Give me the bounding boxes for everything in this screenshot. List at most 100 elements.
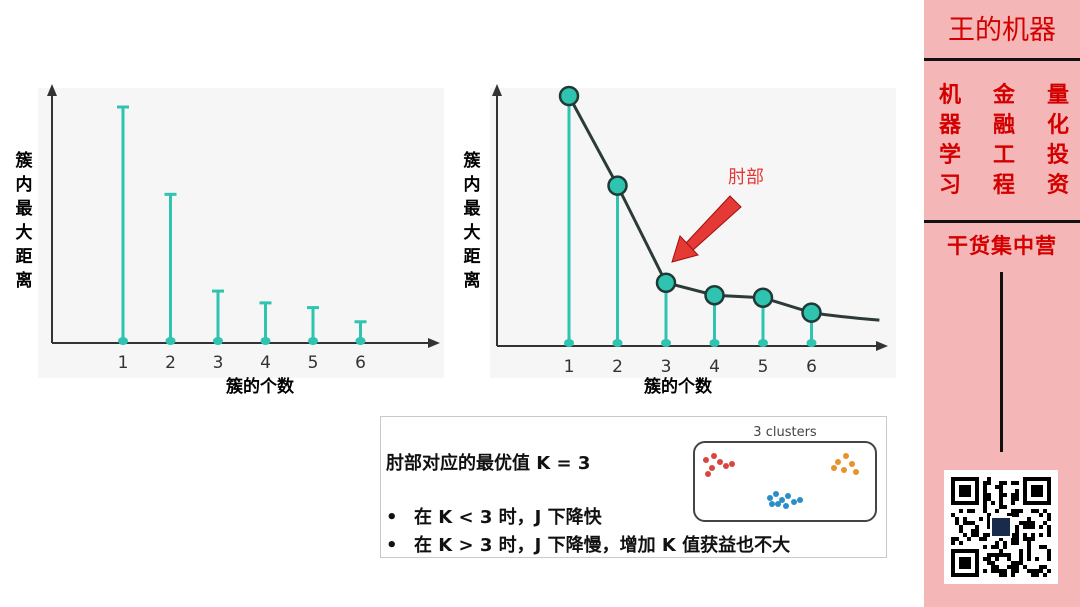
vertical-divider xyxy=(1000,272,1003,452)
tag-char: 资 xyxy=(1046,172,1069,198)
cluster-point xyxy=(779,497,785,503)
left-x-axis-arrow xyxy=(428,338,440,348)
cluster-point xyxy=(841,467,847,473)
left-y-label-char: 大 xyxy=(16,222,33,243)
right-x-label: 簇的个数 xyxy=(643,376,713,397)
cluster-illustration xyxy=(693,441,877,522)
elbow-annotation: 肘部 xyxy=(728,167,764,188)
left-x-tick: 4 xyxy=(260,353,271,373)
right-point-5 xyxy=(752,287,774,308)
right-point-6 xyxy=(801,302,822,323)
right-x-tick: 1 xyxy=(564,357,575,377)
cluster-point xyxy=(767,495,773,501)
left-stem-2 xyxy=(164,192,177,345)
left-stem-4 xyxy=(259,301,272,345)
tag-char: 融 xyxy=(992,112,1015,138)
cluster-point xyxy=(711,453,717,459)
left-stem-3 xyxy=(212,289,224,345)
qr-code-image xyxy=(944,470,1058,584)
cluster-point xyxy=(785,493,791,499)
left-y-label-char: 最 xyxy=(16,199,34,219)
left-y-label-char: 离 xyxy=(16,270,33,291)
cluster-point xyxy=(791,499,797,505)
right-x-tick: 4 xyxy=(709,357,720,377)
right-x-tick: 5 xyxy=(758,357,769,377)
cluster-point xyxy=(783,503,789,509)
mini-chart-title: 3 clusters xyxy=(753,425,817,440)
cluster-point xyxy=(729,461,735,467)
left-x-tick: 5 xyxy=(308,353,319,373)
slogan: 干货集中营 xyxy=(947,233,1057,258)
left-x-tick: 1 xyxy=(118,353,129,373)
cluster-point xyxy=(769,501,775,507)
tag-char: 程 xyxy=(992,172,1015,198)
tag-column-quant: 量 化 投 资 xyxy=(1042,80,1074,200)
right-stem-1 xyxy=(564,96,574,347)
tag-char: 金 xyxy=(992,82,1015,108)
cluster-point xyxy=(853,469,859,475)
right-point-2 xyxy=(607,175,628,196)
cluster-point xyxy=(709,465,715,471)
tag-column-fe: 金 融 工 程 xyxy=(988,80,1020,200)
cluster-point xyxy=(835,459,841,465)
cluster-point xyxy=(705,471,711,477)
right-point-3 xyxy=(655,272,677,293)
tag-char: 化 xyxy=(1046,112,1069,138)
right-point-1 xyxy=(558,85,580,107)
left-x-tick: 2 xyxy=(165,353,176,373)
right-stem-2 xyxy=(612,185,623,347)
tag-column-ml: 机 器 学 习 xyxy=(934,80,966,200)
cluster-point xyxy=(773,491,779,497)
divider-top xyxy=(924,58,1080,61)
right-y-label-char: 簇 xyxy=(463,150,482,171)
divider-middle xyxy=(924,220,1080,223)
cluster-point xyxy=(703,457,709,463)
cluster-point xyxy=(717,459,723,465)
right-y-label-char: 内 xyxy=(464,174,481,195)
cluster-point xyxy=(775,501,781,507)
tag-char: 学 xyxy=(938,142,961,168)
right-stem-3 xyxy=(661,282,671,347)
cluster-point xyxy=(831,465,837,471)
right-y-label-char: 距 xyxy=(464,247,481,267)
left-y-axis-arrow xyxy=(47,84,57,96)
tag-char: 投 xyxy=(1046,142,1069,168)
right-y-label-char: 离 xyxy=(464,270,481,291)
left-y-label-char: 簇 xyxy=(15,150,34,171)
right-x-axis-arrow xyxy=(876,341,888,351)
tag-char: 机 xyxy=(938,82,961,108)
info-title: 肘部对应的最优值 K = 3 xyxy=(386,453,591,474)
info-box: 肘部对应的最优值 K = 3 • 在 K < 3 时，J 下降快 • 在 K > 3… xyxy=(380,416,887,558)
left-x-label: 簇的个数 xyxy=(225,376,295,397)
brand-title: 王的机器 xyxy=(948,15,1056,46)
cluster-point xyxy=(797,497,803,503)
elbow-arrow xyxy=(671,195,742,263)
elbow-curve xyxy=(567,95,880,322)
right-y-label-char: 大 xyxy=(464,222,481,243)
left-y-label-char: 距 xyxy=(16,247,33,267)
right-y-label-char: 最 xyxy=(464,199,482,219)
left-x-tick: 3 xyxy=(213,353,224,373)
cluster-point xyxy=(843,453,849,459)
left-stem-5 xyxy=(307,306,319,345)
right-plot-bg xyxy=(490,88,896,378)
left-stem-6 xyxy=(354,320,367,345)
left-stem-1 xyxy=(117,105,129,345)
bullet-text: 在 K > 3 时，J 下降慢，增加 K 值获益也不大 xyxy=(414,535,791,556)
tag-char: 器 xyxy=(938,112,961,138)
left-y-label-char: 内 xyxy=(16,174,33,195)
tag-char: 工 xyxy=(992,142,1015,168)
bullet-marker: • xyxy=(386,507,398,528)
topic-tags: 机 器 学 习 金 融 工 程 量 化 投 资 xyxy=(934,80,1074,200)
bullet-text: 在 K < 3 时，J 下降快 xyxy=(414,507,602,528)
right-point-4 xyxy=(704,284,725,306)
brand-panel: 王的机器 机 器 学 习 金 融 工 程 量 化 投 资 干货集中营 xyxy=(924,0,1080,607)
right-x-tick: 6 xyxy=(806,357,817,377)
bullet-1: • 在 K < 3 时，J 下降快 xyxy=(386,503,602,529)
cluster-point xyxy=(723,463,729,469)
left-plot-bg xyxy=(38,88,444,378)
